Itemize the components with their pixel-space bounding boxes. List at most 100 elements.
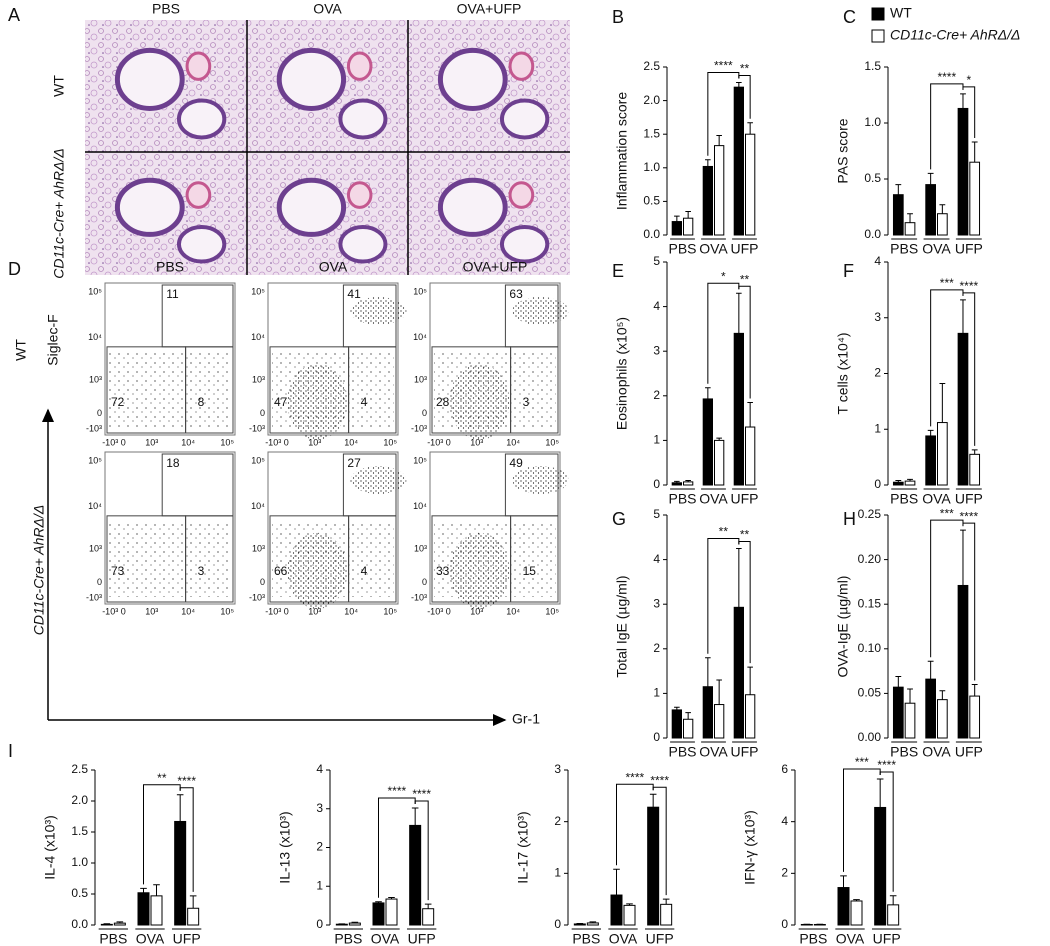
y-axis-label: IL-4 (x10³)	[42, 815, 58, 880]
vessel	[508, 51, 535, 81]
error-bar	[939, 383, 946, 423]
x-tick-label: 0	[446, 437, 451, 447]
bar	[671, 221, 683, 236]
x-tick-label: PBS	[572, 931, 600, 946]
error-bar	[907, 213, 913, 223]
error-bar	[649, 793, 657, 808]
error-bar	[736, 292, 742, 334]
x-tick-label: 10⁵	[545, 437, 559, 447]
y-tick-label: 0.5	[864, 171, 881, 185]
y-tick-label: 0	[554, 917, 561, 931]
significance-bracket	[962, 292, 976, 446]
error-bar	[907, 478, 913, 482]
bar	[683, 217, 694, 236]
bar	[937, 422, 948, 486]
x-tick-label: 10³	[308, 606, 321, 616]
y-tick-label: 0	[653, 477, 660, 491]
dot-cloud	[287, 363, 348, 440]
y-tick-label: 2	[554, 814, 561, 828]
error-bar	[705, 657, 711, 687]
y-tick-label: 10⁵	[251, 455, 265, 465]
airway	[176, 98, 227, 140]
bar	[733, 86, 745, 236]
y-tick-label: 3	[653, 596, 660, 610]
dot-cloud	[109, 351, 231, 428]
dot-cloud	[109, 520, 231, 597]
error-bar	[736, 81, 742, 88]
y-tick-label: 0	[422, 408, 427, 418]
y-tick-label: 10⁴	[251, 332, 265, 342]
x-tick-label: 10⁴	[344, 606, 358, 616]
significance-label: ****	[412, 787, 431, 801]
x-tick-label: -10³	[265, 437, 281, 447]
panel-letter: H	[843, 509, 856, 529]
y-tick-label: 10⁵	[413, 286, 427, 296]
bar	[671, 482, 683, 486]
axis-label: Gr-1	[512, 711, 540, 727]
x-tick-label: OVA	[922, 241, 951, 257]
y-tick-label: 10⁵	[88, 286, 102, 296]
x-tick-label: OVA	[922, 744, 951, 760]
x-tick-label: OVA	[699, 241, 728, 257]
y-tick-label: 10³	[89, 544, 102, 554]
panel-letter: D	[8, 259, 21, 279]
bar	[714, 704, 725, 739]
y-axis-label: IL-17 (x10³)	[515, 811, 531, 883]
x-tick-label: 10⁴	[506, 606, 520, 616]
y-tick-label: 3	[874, 310, 881, 324]
y-tick-label: 0	[653, 730, 660, 744]
significance-label: ****	[937, 70, 956, 84]
bar	[702, 398, 714, 486]
column-label: OVA+UFP	[457, 1, 522, 17]
y-tick-label: 0	[97, 408, 102, 418]
y-tick-label: -10³	[249, 592, 265, 602]
column-label: PBS	[156, 259, 184, 275]
bar	[702, 686, 714, 739]
column-label: PBS	[152, 1, 180, 17]
y-tick-label: 4	[653, 552, 660, 566]
significance-bracket	[179, 787, 194, 892]
row-label: CD11c-Cre+ AhRΔ/Δ	[51, 148, 67, 278]
panel-letter: E	[612, 261, 624, 281]
y-axis-label: Inflammation score	[614, 92, 630, 210]
bar	[904, 702, 916, 739]
gate-percent: 28	[436, 395, 450, 409]
bar	[925, 678, 936, 739]
x-tick-label: PBS	[668, 241, 696, 257]
x-tick-label: OVA	[922, 491, 951, 507]
y-tick-label: 10³	[252, 544, 265, 554]
y-tick-label: 0	[97, 577, 102, 587]
gate-percent: 3	[198, 564, 205, 578]
error-bar	[705, 387, 711, 399]
x-tick-label: PBS	[799, 931, 827, 946]
column-label: OVA	[313, 1, 342, 17]
significance-label: ****	[714, 59, 733, 73]
bar	[892, 481, 904, 486]
y-tick-label: 0.20	[858, 552, 882, 566]
significance-bracket	[962, 86, 976, 139]
bar	[733, 332, 745, 486]
y-tick-label: 0	[260, 577, 265, 587]
x-tick-label: 0	[121, 606, 126, 616]
bar	[372, 902, 385, 926]
significance-label: ***	[940, 506, 954, 520]
y-tick-label: 3	[554, 762, 561, 776]
x-tick-label: UFP	[955, 744, 983, 760]
x-tick-label: -10³	[102, 437, 118, 447]
gate	[348, 346, 397, 434]
y-tick-label: 0.25	[858, 507, 882, 521]
x-tick-label: 10³	[145, 437, 158, 447]
error-bar	[388, 896, 395, 900]
airway	[437, 177, 508, 237]
y-tick-label: 0.00	[858, 730, 882, 744]
significance-label: ****	[959, 279, 978, 293]
panel-letter: I	[8, 741, 13, 761]
y-tick-label: 4	[316, 762, 323, 776]
x-tick-label: 10⁵	[220, 437, 234, 447]
y-tick-label: 4	[874, 254, 881, 268]
bar	[969, 161, 981, 236]
y-tick-label: -10³	[86, 423, 102, 433]
significance-bracket	[738, 285, 751, 399]
error-bar	[189, 895, 197, 909]
